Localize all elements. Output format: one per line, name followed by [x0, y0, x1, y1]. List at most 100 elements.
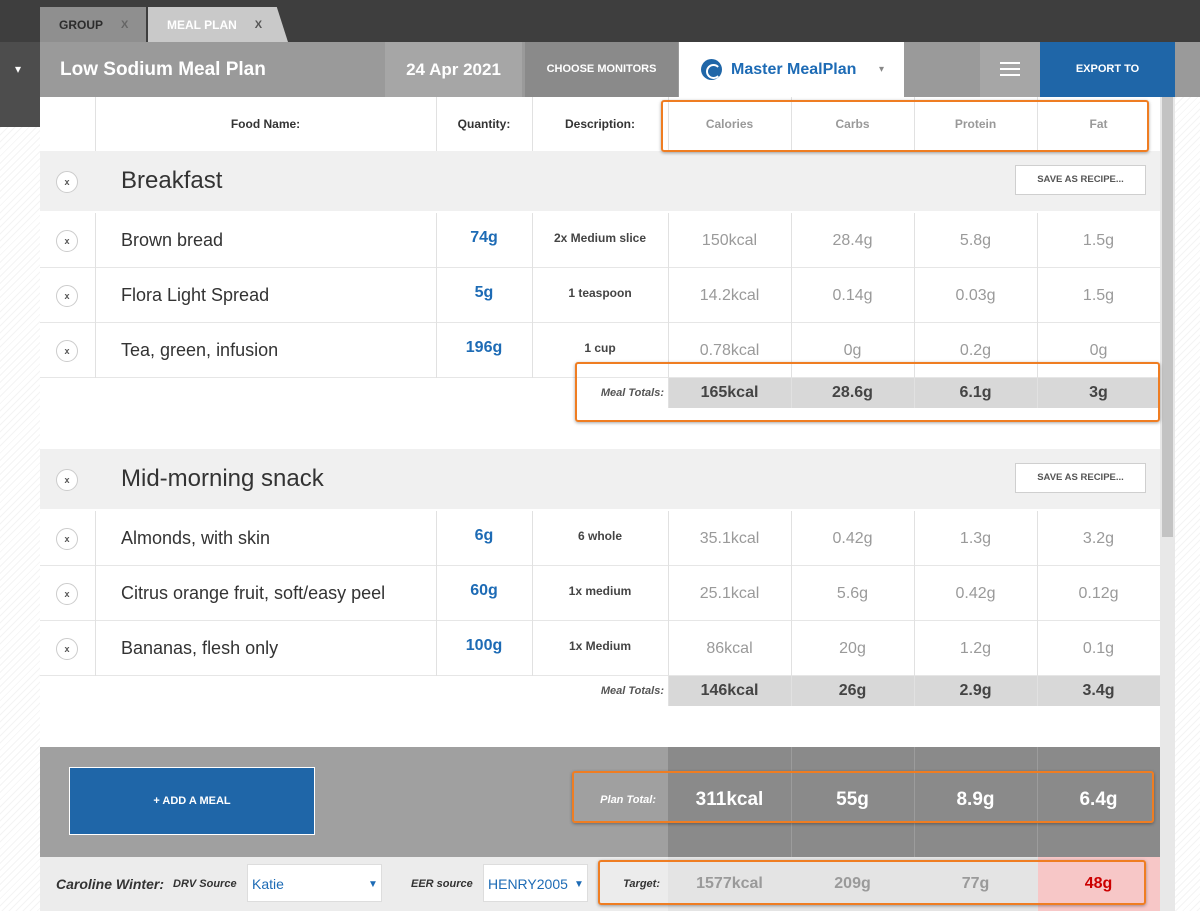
- protein-value: 0.03g: [955, 287, 996, 304]
- remove-meal-icon[interactable]: x: [56, 171, 78, 193]
- meal-totals-row: Meal Totals: 165kcal 28.6g 6.1g 3g: [40, 378, 1160, 408]
- column-divider: [1037, 213, 1038, 408]
- column-divider: [532, 97, 533, 151]
- food-name: Citrus orange fruit, soft/easy peel: [121, 583, 386, 603]
- food-name: Flora Light Spread: [121, 285, 270, 305]
- tab-meal-plan-close-icon[interactable]: X: [254, 18, 263, 31]
- export-button[interactable]: EXPORT TO: [1040, 42, 1175, 97]
- protein-value: 0.2g: [959, 342, 992, 359]
- save-as-recipe-button[interactable]: SAVE AS RECIPE...: [1015, 165, 1146, 195]
- settings-sliders-button[interactable]: [980, 42, 1040, 97]
- column-divider: [668, 213, 669, 408]
- target-label: Target:: [623, 878, 660, 890]
- eer-source-select[interactable]: HENRY2005 I ▼: [483, 864, 588, 902]
- column-divider: [791, 511, 792, 706]
- table-row: x Bananas, flesh only 100g 1x Medium 86k…: [40, 621, 1160, 676]
- highlight-nutrient-columns: [661, 100, 1149, 152]
- column-divider: [791, 747, 792, 857]
- column-divider: [914, 747, 915, 857]
- tab-meal-plan[interactable]: MEAL PLAN X: [148, 7, 288, 42]
- dropdown-caret-icon: ▼: [574, 879, 584, 890]
- remove-meal-icon[interactable]: x: [56, 469, 78, 491]
- column-divider: [95, 511, 96, 676]
- table-row: x Tea, green, infusion 196g 1 cup 0.78kc…: [40, 323, 1160, 378]
- meal-header-mid-morning-snack: x Mid-morning snack SAVE AS RECIPE...: [40, 449, 1160, 509]
- table-row: x Almonds, with skin 6g 6 whole 35.1kcal…: [40, 511, 1160, 566]
- add-meal-button[interactable]: + ADD A MEAL: [69, 767, 315, 835]
- total-calories: 146kcal: [700, 682, 759, 699]
- meal-name: Mid-morning snack: [121, 465, 324, 492]
- dropdown-caret-icon[interactable]: ▾: [879, 64, 885, 75]
- table-row: x Flora Light Spread 5g 1 teaspoon 14.2k…: [40, 268, 1160, 323]
- total-fat: 3g: [1089, 384, 1108, 401]
- tab-group-label: GROUP: [59, 17, 104, 32]
- fat-value: 1.5g: [1082, 287, 1115, 304]
- column-divider: [914, 511, 915, 706]
- quantity-link[interactable]: 5g: [474, 284, 494, 301]
- fat-value: 0.12g: [1078, 585, 1119, 602]
- fat-value: 1.5g: [1082, 232, 1115, 249]
- column-divider: [532, 213, 533, 378]
- column-divider: [791, 97, 792, 151]
- meal-totals-label: Meal Totals:: [600, 685, 664, 697]
- fat-target-alert: [1038, 857, 1160, 911]
- meal-header-breakfast: x Breakfast SAVE AS RECIPE...: [40, 151, 1160, 211]
- column-divider: [95, 213, 96, 378]
- tab-meal-plan-label: MEAL PLAN: [167, 17, 237, 32]
- save-as-recipe-button[interactable]: SAVE AS RECIPE...: [1015, 463, 1146, 493]
- plan-total-fat: 6.4g: [1079, 789, 1118, 810]
- quantity-link[interactable]: 196g: [465, 339, 503, 356]
- total-carbs: 26g: [838, 682, 867, 699]
- total-carbs: 28.6g: [832, 384, 873, 401]
- portion-description: 1 cup: [584, 341, 616, 355]
- quantity-link[interactable]: 100g: [465, 637, 503, 654]
- total-calories: 165kcal: [700, 384, 759, 401]
- total-protein: 2.9g: [959, 682, 992, 699]
- carbs-value: 0.14g: [832, 287, 873, 304]
- calories-value: 86kcal: [706, 640, 753, 657]
- drv-source-select[interactable]: Katie ▼: [247, 864, 382, 902]
- total-protein: 6.1g: [959, 384, 992, 401]
- column-divider: [668, 97, 669, 151]
- menu-toggle[interactable]: ▾: [0, 42, 40, 127]
- sliders-icon: [1000, 62, 1020, 76]
- meal-totals-row: Meal Totals: 146kcal 26g 2.9g 3.4g: [40, 676, 1160, 706]
- plan-total-calories: 311kcal: [695, 789, 764, 810]
- master-mealplan-label: Master MealPlan: [731, 61, 857, 78]
- remove-item-icon[interactable]: x: [56, 340, 78, 362]
- tab-group-close-icon[interactable]: X: [121, 18, 129, 31]
- carbs-value: 0.42g: [832, 530, 873, 547]
- quantity-link[interactable]: 74g: [470, 229, 498, 246]
- column-divider: [436, 511, 437, 676]
- quantity-link[interactable]: 6g: [474, 527, 494, 544]
- col-calories: Calories: [705, 117, 754, 131]
- meal-totals-label: Meal Totals:: [600, 387, 664, 399]
- quantity-link[interactable]: 60g: [470, 582, 498, 599]
- remove-item-icon[interactable]: x: [56, 528, 78, 550]
- plan-total-carbs: 55g: [836, 789, 869, 810]
- protein-value: 1.2g: [959, 640, 992, 657]
- column-divider: [791, 213, 792, 408]
- highlight-meal-totals: [575, 362, 1160, 422]
- client-name: Caroline Winter:: [56, 876, 164, 892]
- remove-item-icon[interactable]: x: [56, 285, 78, 307]
- tab-group[interactable]: GROUP X: [40, 7, 146, 42]
- scrollbar-thumb[interactable]: [1162, 97, 1173, 537]
- target-carbs: 209g: [834, 875, 871, 892]
- choose-monitors-button[interactable]: CHOOSE MONITORS: [525, 42, 678, 97]
- highlight-plan-total: [572, 771, 1154, 823]
- remove-item-icon[interactable]: x: [56, 638, 78, 660]
- protein-value: 1.3g: [959, 530, 992, 547]
- remove-item-icon[interactable]: x: [56, 230, 78, 252]
- fat-value: 0g: [1089, 342, 1108, 359]
- remove-item-icon[interactable]: x: [56, 583, 78, 605]
- calories-value: 150kcal: [701, 232, 758, 249]
- column-divider: [1037, 97, 1038, 151]
- column-divider: [1037, 747, 1038, 857]
- calories-value: 0.78kcal: [699, 342, 760, 359]
- dropdown-caret-icon: ▼: [368, 879, 378, 890]
- master-mealplan-select[interactable]: Master MealPlan ▾: [679, 42, 904, 97]
- table-row: x Citrus orange fruit, soft/easy peel 60…: [40, 566, 1160, 621]
- plan-date[interactable]: 24 Apr 2021: [385, 42, 522, 97]
- total-fat: 3.4g: [1082, 682, 1115, 699]
